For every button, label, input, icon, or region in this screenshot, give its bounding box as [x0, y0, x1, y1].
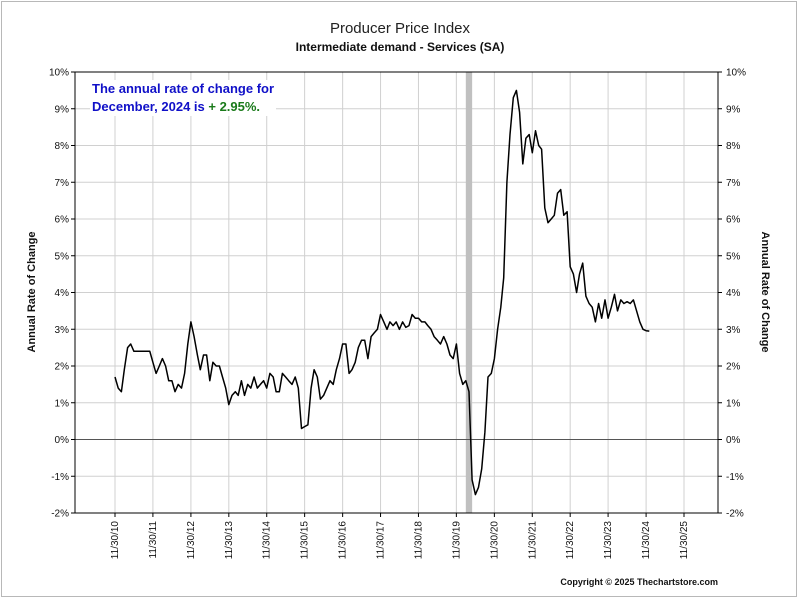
y-tick-label-right-11: 9% — [726, 104, 741, 115]
y-tick-label-left-11: 9% — [55, 104, 70, 115]
x-tick-label-5: 11/30/15 — [300, 521, 311, 560]
y-axis-label-left: Annual Rate of Change — [26, 231, 38, 352]
y-tick-label-right-3: 1% — [726, 398, 741, 409]
y-tick-label-right-12: 10% — [726, 68, 746, 79]
y-tick-label-right-9: 7% — [726, 178, 741, 189]
y-tick-label-left-12: 10% — [49, 68, 69, 79]
y-tick-label-left-3: 1% — [55, 398, 70, 409]
x-tick-label-6: 11/30/16 — [338, 521, 349, 560]
y-tick-label-left-1: -1% — [51, 472, 69, 483]
y-tick-label-right-7: 5% — [726, 251, 741, 262]
y-axis-label-right: Annual Rate of Change — [759, 231, 771, 352]
y-tick-label-right-4: 2% — [726, 362, 741, 373]
copyright-credit: Copyright © 2025 Thechartstore.com — [560, 577, 718, 587]
y-tick-label-left-2: 0% — [55, 435, 70, 446]
x-tick-label-11: 11/30/21 — [527, 521, 538, 560]
y-tick-label-right-10: 8% — [726, 141, 741, 152]
x-tick-label-0: 11/30/10 — [110, 521, 121, 560]
x-tick-label-9: 11/30/19 — [451, 521, 462, 560]
series-lines — [114, 89, 650, 496]
x-tick-label-12: 11/30/22 — [565, 521, 576, 560]
annotation-value: + 2.95%. — [208, 99, 261, 114]
annotation-line-1: The annual rate of change for — [92, 81, 275, 96]
grid-lines — [75, 71, 718, 514]
y-tick-label-left-9: 7% — [55, 178, 70, 189]
x-tick-label-15: 11/30/25 — [679, 521, 690, 560]
y-tick-label-left-8: 6% — [55, 215, 70, 226]
x-axis-ticks: 11/30/10 11/30/11 11/30/12 11/30/13 11/30/14… — [110, 513, 690, 559]
y-tick-label-right-5: 3% — [726, 325, 741, 336]
x-tick-label-10: 11/30/20 — [489, 521, 500, 560]
y-tick-label-right-0: -2% — [726, 509, 744, 520]
x-tick-label-7: 11/30/17 — [376, 521, 387, 560]
annotation-line-2-prefix: December, 2024 is — [92, 99, 209, 114]
x-tick-label-8: 11/30/18 — [413, 521, 424, 560]
x-tick-label-13: 11/30/23 — [603, 521, 614, 560]
chart-subtitle: Intermediate demand - Services (SA) — [295, 40, 505, 54]
annotation-line-2: December, 2024 is + 2.95%. — [92, 98, 274, 116]
y-tick-label-left-4: 2% — [55, 362, 70, 373]
x-tick-label-14: 11/30/24 — [641, 521, 652, 560]
y-tick-label-right-2: 0% — [726, 435, 741, 446]
recession-band — [465, 72, 473, 513]
annotation-box: The annual rate of change for December, … — [90, 80, 277, 116]
y-tick-label-right-1: -1% — [726, 472, 744, 483]
y-axis-right-ticks: -2% -1% 0% 1% 2% 3% 4% 5% 6% 7% 8% 9% 10% — [718, 68, 746, 520]
y-tick-label-left-5: 3% — [55, 325, 70, 336]
chart-title: Producer Price Index — [329, 20, 471, 37]
y-tick-label-left-7: 5% — [55, 251, 70, 262]
y-tick-label-left-10: 8% — [55, 141, 70, 152]
y-tick-label-left-6: 4% — [55, 288, 70, 299]
recession-shading — [465, 72, 473, 513]
x-tick-label-1: 11/30/11 — [148, 521, 159, 559]
y-axis-left-ticks: -2% -1% 0% 1% 2% 3% 4% 5% 6% 7% 8% 9% 10% — [49, 68, 75, 520]
x-tick-label-3: 11/30/13 — [224, 521, 235, 560]
y-tick-label-right-6: 4% — [726, 288, 741, 299]
x-tick-label-2: 11/30/12 — [186, 521, 197, 560]
y-tick-label-right-8: 6% — [726, 215, 741, 226]
y-tick-label-left-0: -2% — [51, 509, 69, 520]
series-line-0 — [114, 89, 650, 496]
x-tick-label-4: 11/30/14 — [262, 521, 273, 560]
